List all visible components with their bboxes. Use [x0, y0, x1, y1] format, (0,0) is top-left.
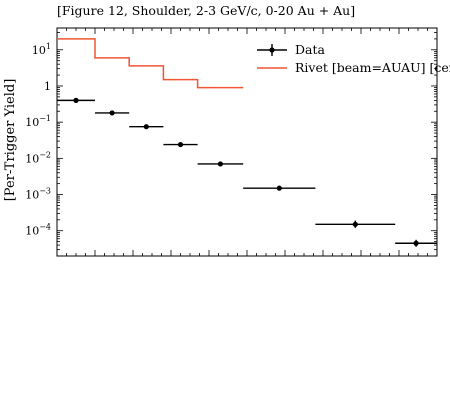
y-tick-label: 10−4: [25, 223, 51, 238]
data-point-marker: [217, 161, 223, 167]
y-axis-ticks: 10−4 10−3 10−2 10−1 1 101: [25, 27, 437, 257]
y-tick-label: 101: [32, 42, 51, 57]
y-tick-label: 10−2: [25, 150, 51, 165]
data-point-marker: [276, 185, 282, 191]
legend-label: Rivet [beam=AUAU] [cen: [295, 60, 450, 75]
data-point: [395, 239, 437, 247]
legend: Data Rivet [beam=AUAU] [cen: [257, 42, 450, 75]
chart-title: [Figure 12, Shoulder, 2-3 GeV/c, 0-20 Au…: [57, 3, 355, 18]
y-tick-label: 10−3: [25, 187, 51, 202]
series-layer: [57, 38, 437, 247]
data-point: [243, 185, 316, 191]
y-tick-label: 10−1: [25, 114, 51, 129]
data-point-marker: [143, 124, 149, 130]
legend-item: Data: [257, 42, 325, 57]
data-point-marker: [73, 97, 79, 103]
data-point-marker: [413, 240, 419, 246]
x-axis-ticks: [56, 28, 438, 256]
data-point-marker: [109, 110, 115, 116]
data-point-marker: [352, 221, 358, 227]
legend-swatch-marker: [269, 47, 275, 53]
data-point: [163, 141, 198, 148]
legend-label: Data: [295, 42, 325, 57]
y-tick-label: 1: [44, 80, 51, 93]
data-point: [197, 161, 244, 167]
data-point: [315, 220, 396, 228]
data-point: [129, 124, 164, 130]
legend-item: Rivet [beam=AUAU] [cen: [257, 60, 450, 75]
y-axis-label: [Per-Trigger Yield]: [3, 79, 18, 202]
data-point-marker: [177, 141, 184, 148]
mc-step-line: [57, 38, 244, 89]
data-point: [95, 110, 130, 116]
data-point: [57, 97, 95, 103]
